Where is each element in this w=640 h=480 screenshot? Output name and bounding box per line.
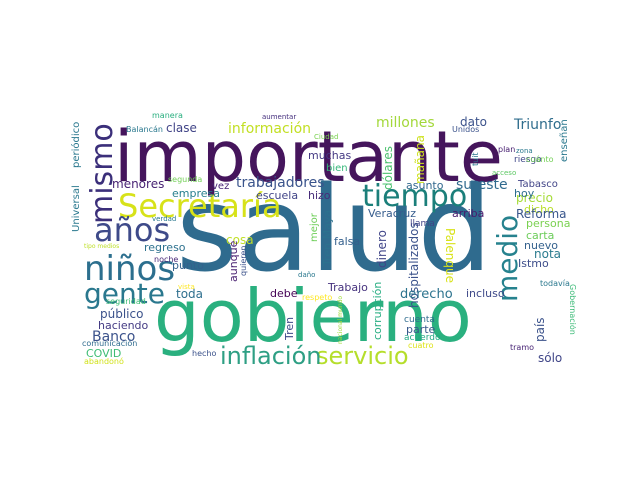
word-reforma: Reforma (516, 207, 567, 221)
word-quieren: quieren (239, 245, 248, 276)
word-tabasco: Tabasco (518, 179, 558, 190)
word-universal: Universal (71, 185, 82, 232)
word-ciudad: Ciudad (314, 133, 339, 141)
word-cloud: salud importante gobierno Secretaría tie… (64, 108, 576, 372)
word-tramo: tramo (510, 343, 535, 352)
word-solo: sólo (538, 351, 563, 365)
word-menores: menores (112, 177, 165, 191)
word-vez: vez (212, 181, 230, 192)
word-segunda: segunda (168, 175, 203, 184)
word-importante: importante (114, 116, 503, 198)
word-zona: zona (516, 147, 533, 155)
word-dicho: dicho (524, 203, 554, 216)
word-cuenta: cuenta (404, 315, 435, 325)
word-tiny-b: nacional mundo (337, 295, 344, 344)
word-periodico: periódico (71, 121, 82, 168)
word-banco: Banco (92, 329, 136, 345)
word-veracruz: Veracruz (368, 207, 417, 220)
word-persona: persona (526, 217, 571, 230)
word-hecho: hecho (192, 349, 217, 358)
word-seguridad: seguridad (106, 297, 146, 306)
word-verdad: verdad (152, 215, 177, 223)
word-gente: gente (84, 277, 165, 310)
word-haciendo: haciendo (98, 319, 149, 332)
word-corrupcion: corrupción (371, 281, 384, 340)
word-gobierno: gobierno (154, 274, 472, 358)
word-aumentar: aumentar (262, 113, 297, 121)
word-noche: noche (154, 255, 179, 264)
word-llama: llama (410, 219, 435, 229)
word-vista: vista (178, 283, 195, 291)
word-cuatro: cuatro (408, 341, 434, 350)
word-trabajadores: trabajadores (236, 175, 325, 191)
word-millones: millones (376, 115, 435, 131)
word-plan: plan (498, 145, 516, 154)
word-asunto: asunto (406, 179, 444, 192)
word-unidos: Unidos (452, 125, 480, 134)
word-carta: carta (526, 229, 555, 242)
word-mismo: mismo (85, 123, 120, 224)
word-mejor: mejor (309, 213, 320, 242)
word-dano: daño (298, 271, 316, 279)
word-manana: mañana (413, 135, 427, 184)
word-respeto: respeto (302, 293, 333, 302)
word-arriba: arriba (452, 207, 485, 220)
word-muchas: muchas (308, 149, 352, 162)
word-trabajo: Trabajo (328, 281, 368, 294)
word-todavia: todavía (540, 279, 570, 288)
word-cuanto: cuánto (526, 155, 554, 164)
word-hoy: hoy (514, 187, 535, 200)
word-debe: debe (270, 287, 298, 300)
word-derecho: derecho (400, 287, 453, 302)
word-anos: años (94, 211, 171, 249)
word-tren-maya: Tren Maya (321, 209, 334, 266)
word-pais: país (533, 317, 547, 342)
word-covid: COVID (86, 347, 122, 360)
word-acceso: acceso (492, 169, 517, 177)
word-dolares: dólares (381, 146, 395, 190)
word-ensenan: enseñan (559, 119, 570, 162)
word-regreso: regreso (144, 241, 186, 254)
word-riesgo: riesgo (514, 155, 542, 165)
word-triunfo: Triunfo (514, 117, 562, 133)
word-gobernacion: Gobernación (568, 284, 576, 335)
word-nuevo: nuevo (524, 239, 558, 252)
word-dinero: dinero (375, 230, 389, 268)
word-punto: punto (172, 259, 204, 272)
word-aunque: aunque (227, 240, 240, 282)
word-tren: Tren (283, 316, 296, 340)
word-dato: dato (460, 115, 488, 129)
word-inflacion: inflación (220, 342, 322, 370)
word-falsa: falsa (334, 235, 361, 248)
word-parte: parte (406, 323, 436, 336)
word-informacion: información (228, 121, 312, 137)
word-comunicacion: comunicación (82, 339, 138, 348)
word-incluso: incluso (466, 287, 505, 300)
word-palenque: Palenque (443, 228, 457, 283)
word-nota: nota (534, 247, 562, 261)
word-sureste: sureste (456, 177, 508, 193)
word-hizo: hizo (308, 189, 331, 202)
word-bien: bien (326, 163, 348, 174)
word-clase: clase (166, 121, 197, 135)
word-abandono: abandonó (84, 357, 124, 366)
word-manera: manera (152, 111, 183, 120)
word-secretaria: Secretaría (118, 187, 282, 225)
word-empresa: empresa (172, 187, 220, 200)
word-istmo: Istmo (518, 257, 549, 270)
word-tuit: tuit (471, 152, 480, 166)
word-balancan: Balancán (126, 125, 163, 134)
word-escuela: escuela (256, 189, 299, 202)
word-tiempo: tiempo (362, 179, 468, 214)
word-ninos: niños (84, 249, 176, 289)
word-precio: precio (516, 191, 553, 205)
word-acuerdo: acuerdo (404, 333, 441, 343)
word-toda: toda (176, 287, 204, 301)
word-cosa: cosa (226, 233, 254, 247)
word-publico: público (100, 307, 144, 321)
word-servicio: servicio (316, 342, 409, 370)
word-tiny-a: tipo medios (84, 243, 120, 250)
word-salud: salud (176, 160, 493, 298)
